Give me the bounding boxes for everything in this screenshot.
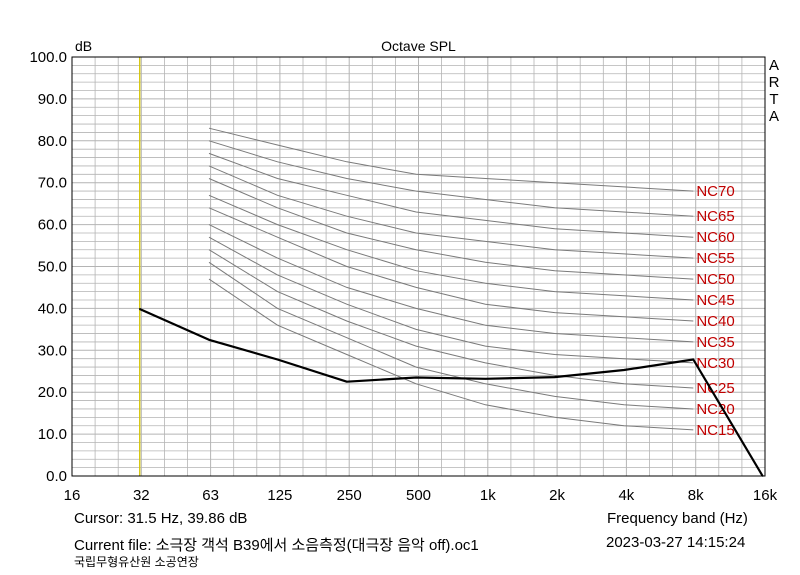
arta-letter: R xyxy=(768,74,780,91)
x-tick-label: 250 xyxy=(337,487,362,504)
nc-curve-label: NC15 xyxy=(696,422,734,439)
y-tick-label: 50.0 xyxy=(38,259,67,276)
nc-curve-label: NC65 xyxy=(696,208,734,225)
y-tick-label: 0.0 xyxy=(46,468,67,485)
nc-curve xyxy=(208,278,694,431)
nc-curve-label: NC25 xyxy=(696,380,734,397)
nc-curve xyxy=(208,194,694,301)
nc-curve-label: NC20 xyxy=(696,401,734,418)
nc-curve-label: NC70 xyxy=(696,183,734,200)
x-tick-label: 4k xyxy=(618,487,634,504)
x-tick-label: 8k xyxy=(688,487,704,504)
plot-frame xyxy=(71,56,766,477)
nc-curve-label: NC50 xyxy=(696,271,734,288)
nc-curve xyxy=(208,249,694,389)
nc-curve xyxy=(208,207,694,322)
measured-point xyxy=(692,358,695,361)
nc-curve xyxy=(208,224,694,343)
measured-point xyxy=(208,339,210,341)
nc-curve xyxy=(208,178,694,280)
y-tick-label: 100.0 xyxy=(29,49,67,66)
nc-curve-label: NC30 xyxy=(696,355,734,372)
x-tick-label: 125 xyxy=(267,487,292,504)
nc-curve-label: NC40 xyxy=(696,313,734,330)
y-tick-label: 20.0 xyxy=(38,384,67,401)
nc-curve xyxy=(208,152,694,238)
nc-curve xyxy=(208,261,694,410)
arta-letter: A xyxy=(768,108,779,125)
y-axis-label: dB xyxy=(75,38,92,54)
x-tick-label: 32 xyxy=(133,487,150,504)
x-tick-label: 63 xyxy=(202,487,219,504)
nc-curve-label: NC55 xyxy=(696,250,734,267)
arta-letter: A xyxy=(768,57,779,74)
y-tick-label: 60.0 xyxy=(38,217,67,234)
measured-point xyxy=(415,376,417,379)
arta-letter: T xyxy=(769,91,779,108)
nc-curve xyxy=(208,140,694,217)
y-tick-label: 40.0 xyxy=(38,300,67,317)
measured-point xyxy=(623,369,625,371)
nc-curve xyxy=(208,236,694,364)
x-tick-label: 1k xyxy=(480,487,496,504)
chart-title: Octave SPL xyxy=(381,38,456,54)
measured-point xyxy=(346,380,348,383)
x-tick-label: 16k xyxy=(753,487,778,504)
measured-point xyxy=(484,377,487,380)
measured-point xyxy=(553,376,556,378)
measured-point xyxy=(138,308,141,310)
nc-curve-label: NC35 xyxy=(696,334,734,351)
nc-curve xyxy=(208,165,694,259)
nc-curve xyxy=(208,127,694,192)
x-tick-label: 500 xyxy=(406,487,431,504)
cursor-readout: Cursor: 31.5 Hz, 39.86 dB xyxy=(74,510,248,527)
y-tick-label: 90.0 xyxy=(38,91,67,108)
measured-spl-line xyxy=(139,307,764,477)
y-tick-label: 30.0 xyxy=(38,342,67,359)
x-tick-label: 16 xyxy=(64,487,81,504)
organization-label: 국립무형유산원 소공연장 xyxy=(74,555,199,569)
frequency-band-label: Frequency band (Hz) xyxy=(607,510,748,527)
measured-point xyxy=(276,358,279,361)
nc-curve-label: NC60 xyxy=(696,229,734,246)
current-file-label: Current file: 소극장 객석 B39에서 소음측정(대극장 음악 o… xyxy=(74,537,479,554)
y-tick-label: 70.0 xyxy=(38,175,67,192)
y-tick-label: 10.0 xyxy=(38,426,67,443)
nc-curve-label: NC45 xyxy=(696,292,734,309)
x-tick-label: 2k xyxy=(549,487,565,504)
datetime-label: 2023-03-27 14:15:24 xyxy=(606,534,746,551)
y-tick-label: 80.0 xyxy=(38,133,67,150)
